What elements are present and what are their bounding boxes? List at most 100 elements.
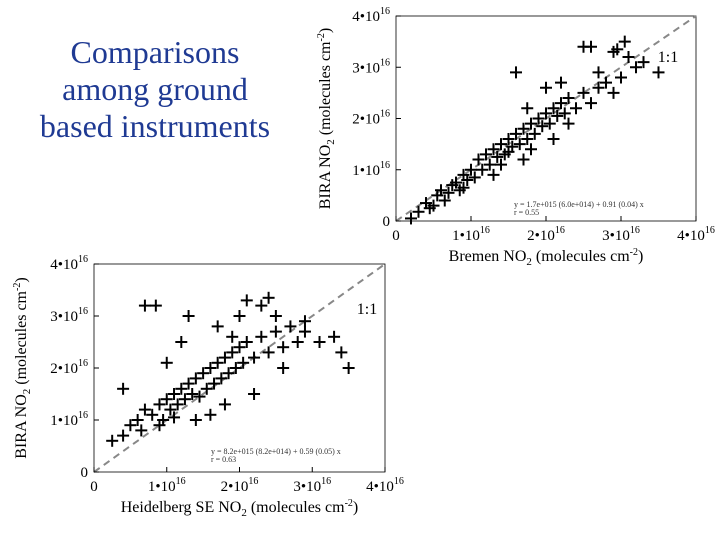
data-point	[551, 109, 564, 122]
data-point	[427, 199, 440, 212]
data-point	[222, 367, 235, 380]
y-tick-label: 0	[81, 465, 89, 481]
data-point	[240, 336, 253, 348]
data-point	[442, 186, 455, 199]
fit-text-line: r = 0.55	[514, 208, 539, 217]
data-point	[495, 158, 507, 171]
data-point	[335, 346, 348, 359]
slide-title-line-2: among ground	[62, 71, 248, 107]
fit-text-line: y = 1.7e+015 (6.0e+014) + 0.91 (0.04) x	[514, 200, 644, 209]
x-tick-label: 2•1016	[527, 225, 565, 244]
one-to-one-label: 1:1	[357, 301, 377, 318]
data-point	[146, 408, 159, 421]
slide-title-line-3: based instruments	[39, 108, 271, 144]
data-point	[525, 143, 537, 156]
data-point	[465, 163, 477, 176]
data-point	[135, 424, 148, 437]
data-point	[328, 330, 341, 343]
data-point	[622, 51, 635, 63]
one-to-one-label: 1:1	[658, 49, 678, 66]
x-tick-label: 4•1016	[366, 476, 404, 495]
data-point	[215, 372, 228, 385]
data-point	[229, 362, 242, 374]
data-point	[476, 163, 489, 176]
data-point	[255, 330, 268, 343]
data-point	[149, 299, 162, 312]
x-tick-label: 4•1016	[677, 225, 715, 244]
data-point	[175, 382, 188, 395]
data-point	[233, 341, 246, 354]
data-point	[491, 150, 504, 163]
data-point	[269, 325, 282, 338]
data-point	[291, 336, 304, 348]
data-point	[262, 291, 275, 304]
data-point	[160, 356, 173, 369]
data-point	[618, 35, 631, 48]
data-point	[124, 419, 137, 432]
scatter-plot-bremen-svg: 0 1•1016 2•1016 3•1016 4•1016 0 1•1016 2•1016 3•…	[316, 6, 715, 268]
data-point	[240, 294, 253, 307]
data-point	[510, 66, 522, 79]
data-point	[513, 138, 526, 151]
x-tick-label: 0	[392, 228, 400, 244]
data-point	[208, 377, 221, 390]
data-point	[517, 153, 530, 166]
data-point	[186, 388, 199, 400]
data-point	[204, 408, 217, 421]
data-point	[532, 112, 545, 125]
y-tick-label: 1•1016	[352, 160, 390, 179]
data-point	[510, 127, 522, 140]
data-point	[138, 403, 151, 416]
fit-text-line: y = 8.2e+015 (8.2e+014) + 0.59 (0.05) x	[211, 447, 341, 456]
scatter-plot-heidelberg: 0 1•1016 2•1016 3•1016 4•1016 0 1•1016 2•1016 3•…	[0, 232, 420, 540]
data-point	[204, 362, 217, 374]
data-point	[435, 184, 447, 197]
y-tick-label: 4•1016	[50, 254, 88, 273]
x-tick-label: 3•1016	[293, 476, 331, 495]
data-point	[637, 56, 650, 69]
data-point	[558, 107, 571, 120]
data-point	[438, 194, 451, 207]
data-point	[342, 362, 355, 374]
data-point	[495, 138, 507, 151]
data-point	[592, 81, 605, 94]
data-point	[472, 153, 485, 166]
slide-title: Comparisons among ground based instrumen…	[12, 34, 298, 145]
data-point	[164, 403, 177, 416]
data-point	[211, 320, 224, 333]
data-point	[483, 158, 496, 171]
data-point	[585, 97, 597, 110]
data-point	[543, 117, 556, 130]
data-point	[652, 66, 665, 79]
data-point	[405, 212, 417, 225]
data-point	[592, 66, 605, 79]
data-point	[555, 97, 567, 110]
data-point	[528, 127, 541, 140]
data-point	[502, 133, 515, 145]
data-point	[577, 86, 590, 99]
data-point	[248, 388, 261, 400]
data-point	[168, 411, 181, 424]
x-tick-label: 1•1016	[452, 225, 490, 244]
data-point	[269, 310, 282, 322]
y-tick-label: 2•1016	[50, 358, 88, 377]
data-point	[193, 390, 206, 403]
y-tick-label: 0	[383, 214, 391, 230]
data-point	[106, 434, 119, 447]
data-point	[153, 398, 166, 411]
data-point	[200, 382, 213, 395]
data-point	[117, 382, 130, 395]
data-point	[211, 356, 224, 369]
y-tick-label: 3•1016	[50, 306, 88, 325]
y-tick-label: 1•1016	[50, 410, 88, 429]
data-point	[160, 393, 173, 406]
data-point	[226, 346, 239, 359]
data-point	[313, 336, 326, 348]
x-axis-label: Heidelberg SE NO2 (molecules cm-2)	[121, 498, 359, 519]
slide-title-line-1: Comparisons	[70, 34, 240, 70]
x-tick-label: 3•1016	[602, 225, 640, 244]
data-point	[585, 40, 597, 53]
x-tick-label: 1•1016	[148, 476, 186, 495]
data-point	[468, 171, 481, 184]
data-point	[168, 388, 181, 400]
